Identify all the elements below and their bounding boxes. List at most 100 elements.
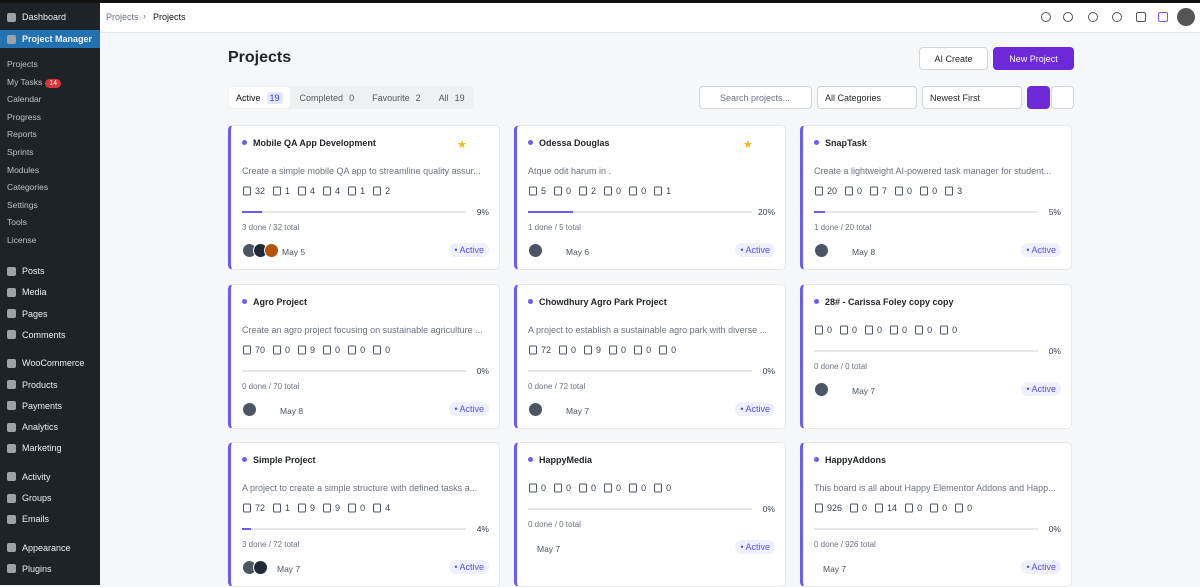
menu-icon	[7, 34, 16, 44]
menu-item[interactable]: Groups	[0, 489, 100, 507]
progress-track	[814, 528, 1038, 530]
submenu-item[interactable]: My Tasks 14	[7, 77, 62, 88]
menu-item[interactable]: Posts	[0, 262, 100, 280]
stat-value: 0	[857, 186, 863, 196]
project-title[interactable]: Mobile QA App Development	[253, 138, 376, 148]
submenu-item[interactable]: Progress	[7, 112, 41, 122]
menu-item[interactable]: Project Manager	[0, 30, 100, 48]
stat: 1	[272, 186, 290, 196]
menu-item[interactable]: Marketing	[0, 439, 100, 457]
menu-item[interactable]: Activity	[0, 468, 100, 486]
submenu-item[interactable]: Reports	[7, 129, 37, 139]
menu-item[interactable]: Media	[0, 283, 100, 301]
project-title[interactable]: Simple Project	[253, 455, 316, 465]
menu-item[interactable]: Appearance	[0, 539, 100, 557]
topbar: Projects › Projects	[100, 3, 1200, 33]
project-title[interactable]: Chowdhury Agro Park Project	[539, 296, 667, 307]
tab[interactable]: All 19	[430, 86, 474, 109]
stat-value: 0	[641, 483, 647, 493]
star[interactable]: ★	[743, 139, 753, 151]
user-avatar[interactable]	[1177, 8, 1195, 26]
tab[interactable]: Completed 0	[291, 86, 364, 109]
tab-count: 2	[415, 92, 421, 103]
project-card[interactable]: SnapTask Create a lightweight AI-powered …	[800, 125, 1072, 270]
list-view-button[interactable]	[1051, 86, 1074, 109]
project-card[interactable]: Mobile QA App Development ★ Create a simpl…	[228, 125, 500, 270]
submenu-label: Reports	[7, 129, 37, 140]
project-title[interactable]: HappyMedia	[539, 455, 593, 465]
menu-item[interactable]: Plugins	[0, 560, 100, 578]
project-card[interactable]: HappyMedia 0 0 0 0 0 0 0% 0 done / 0 total May 7 •…	[514, 442, 786, 587]
project-card[interactable]: Agro Project Create an agro project focus…	[228, 283, 500, 429]
menu-item[interactable]: Analytics	[0, 418, 100, 436]
submenu-item[interactable]: Calendar	[7, 94, 42, 104]
topbar-icon[interactable]	[1063, 12, 1073, 22]
new-project-button[interactable]: New Project	[993, 47, 1074, 70]
submenu-item[interactable]: Modules	[7, 165, 39, 175]
project-title[interactable]: HappyAddons	[825, 455, 887, 465]
submenu-item[interactable]: License	[7, 235, 36, 245]
stat-value: 0	[942, 503, 948, 513]
stat-icon	[634, 345, 643, 354]
stat: 0	[633, 345, 651, 355]
status-dot	[242, 457, 247, 462]
menu-item[interactable]: Pages	[0, 305, 100, 323]
menu-label: WooCommerce	[22, 358, 85, 369]
stat-icon	[840, 325, 849, 334]
submenu-item[interactable]: Projects	[7, 59, 38, 69]
submenu-item[interactable]: Tools	[7, 217, 27, 227]
star[interactable]: ★	[457, 139, 467, 151]
menu-item[interactable]: Products	[0, 376, 100, 394]
menu-item[interactable]: Emails	[0, 510, 100, 528]
submenu-item[interactable]: Categories	[7, 182, 48, 192]
stat-icon	[955, 503, 964, 513]
project-card[interactable]: Simple Project A project to create a simp…	[228, 442, 500, 587]
submenu-item[interactable]: Settings	[7, 200, 38, 210]
stats: 0 0 0 0 0 0	[814, 325, 957, 335]
topbar-icon[interactable]	[1112, 12, 1122, 22]
project-card[interactable]: HappyAddons This board is all about Happy…	[800, 442, 1072, 587]
menu-label: Emails	[22, 514, 50, 525]
status-badge: • Active	[449, 560, 489, 574]
tab[interactable]: Active 19	[229, 87, 290, 108]
project-title[interactable]: 28# - Carissa Foley copy copy	[825, 296, 954, 307]
stat-value: 0	[641, 186, 647, 196]
topbar-icon[interactable]	[1158, 12, 1168, 22]
menu-item[interactable]: Comments	[0, 326, 100, 344]
tab[interactable]: Favourite 2	[363, 86, 430, 109]
ai-create-button[interactable]: AI Create	[919, 47, 988, 70]
menu-icon	[7, 422, 16, 432]
category-select[interactable]: All Categories	[817, 86, 917, 109]
stat-value: 4	[310, 186, 316, 196]
stat-icon	[584, 345, 593, 354]
stat-value: 0	[917, 503, 923, 513]
project-title[interactable]: Odessa Douglas	[539, 138, 610, 148]
progress-track	[814, 211, 1038, 213]
project-title[interactable]: Agro Project	[253, 296, 308, 307]
due-date: May 7	[277, 564, 301, 574]
badge: 14	[45, 78, 62, 88]
sort-select[interactable]: Newest First	[922, 86, 1022, 109]
stat-value: 14	[887, 503, 898, 513]
breadcrumb-link[interactable]: Projects	[106, 12, 139, 22]
stat-icon	[815, 503, 823, 513]
project-title[interactable]: SnapTask	[825, 138, 867, 148]
submenu-item[interactable]: Sprints	[7, 147, 33, 157]
search-input[interactable]: Search projects...	[699, 86, 812, 109]
progress-label: 0%	[762, 504, 775, 514]
project-card[interactable]: Chowdhury Agro Park Project A project to …	[514, 283, 786, 429]
menu-item[interactable]: WooCommerce	[0, 354, 100, 372]
menu-item[interactable]: Payments	[0, 397, 100, 415]
stat-value: 0	[360, 344, 366, 355]
stat-icon	[940, 325, 949, 334]
grid-view-button[interactable]	[1027, 86, 1050, 109]
topbar-icon[interactable]	[1041, 12, 1051, 22]
progress-label: 9%	[476, 207, 489, 217]
project-card[interactable]: 28# - Carissa Foley copy copy 0 0 0 0 0 0 0% 0 d…	[800, 283, 1072, 429]
stat: 0	[553, 186, 571, 196]
stat: 2	[578, 186, 596, 196]
menu-item[interactable]: Dashboard	[0, 8, 100, 26]
topbar-icon[interactable]	[1088, 12, 1098, 22]
topbar-icon[interactable]	[1136, 12, 1146, 22]
